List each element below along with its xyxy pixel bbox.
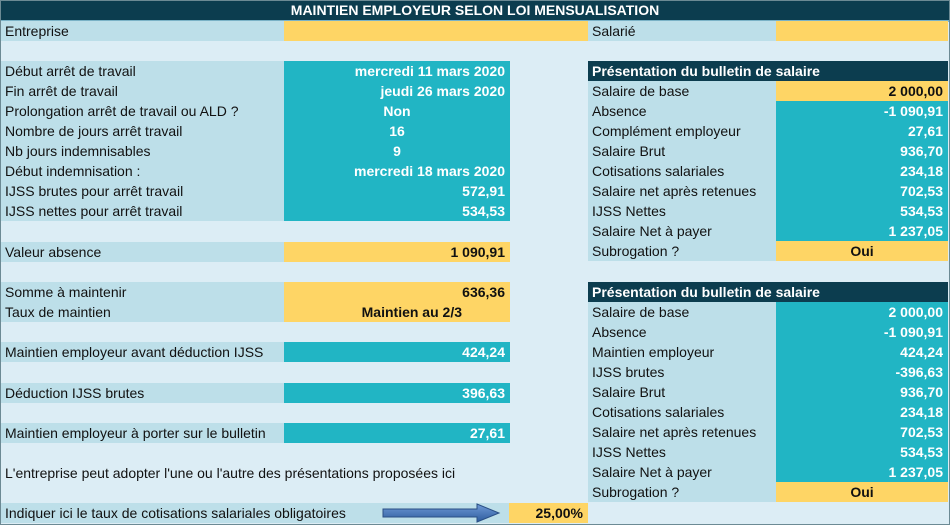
nb-indemnisables-value: 9 [284,141,510,161]
bulletin-row-value: 2 000,00 [776,302,948,322]
ijss-brutes-value: 572,91 [284,181,510,201]
maintien-avant-label: Maintien employeur avant déduction IJSS [1,342,284,362]
maintien-bulletin-value: 27,61 [284,423,510,443]
note-text: L'entreprise peut adopter l'une ou l'aut… [5,465,456,481]
bulletin-row-value: 534,53 [776,201,948,221]
prolongation-value[interactable]: Non [284,101,510,121]
bulletin-row-label: IJSS brutes [588,362,776,382]
bulletin-row-value: -1 090,91 [776,101,948,121]
ijss-nettes-value: 534,53 [284,201,510,221]
entreprise-input[interactable] [284,21,588,41]
bulletin-row-label: Salaire net après retenues [588,422,776,442]
bulletin-row-value: 534,53 [776,442,948,462]
taux-cotisations-value[interactable]: 25,00% [509,503,588,523]
bulletin-row-value: 936,70 [776,382,948,402]
prolongation-label: Prolongation arrêt de travail ou ALD ? [1,101,284,121]
debut-indemnisation-label: Début indemnisation : [1,161,284,181]
entreprise-label: Entreprise [1,21,284,41]
bulletin-row-value: 424,24 [776,342,948,362]
somme-maintenir-label: Somme à maintenir [1,282,284,302]
nb-indemnisables-label: Nb jours indemnisables [1,141,284,161]
bulletin-row-value: 936,70 [776,141,948,161]
bulletin-row-label: Cotisations salariales [588,161,776,181]
bulletin-row-label: Cotisations salariales [588,402,776,422]
bulletin-row-label: Salaire de base [588,302,776,322]
debut-arret-value[interactable]: mercredi 11 mars 2020 [284,61,510,81]
bulletin-row-label: Absence [588,322,776,342]
salarie-label: Salarié [588,21,776,41]
bulletin-row-value: 1 237,05 [776,221,948,241]
taux-maintien-value[interactable]: Maintien au 2/3 [284,302,510,322]
fin-arret-label: Fin arrêt de travail [1,81,284,101]
somme-maintenir-value: 636,36 [284,282,510,302]
bulletin-row-value: 702,53 [776,181,948,201]
bulletin-row-label: Salaire Brut [588,382,776,402]
bulletin-row-value: 1 237,05 [776,462,948,482]
bulletin-header: Présentation du bulletin de salaire [588,282,948,302]
ijss-brutes-label: IJSS brutes pour arrêt travail [1,181,284,201]
bulletin-row-value: 234,18 [776,161,948,181]
deduction-value: 396,63 [284,383,510,403]
sheet-title: MAINTIEN EMPLOYEUR SELON LOI MENSUALISAT… [1,1,949,22]
nb-jours-value: 16 [284,121,510,141]
bulletin-row-value: 27,61 [776,121,948,141]
nb-jours-label: Nombre de jours arrêt travail [1,121,284,141]
bulletin-row-label: Maintien employeur [588,342,776,362]
salarie-input[interactable] [776,21,948,41]
bulletin-row-value: -1 090,91 [776,322,948,342]
debut-arret-label: Début arrêt de travail [1,61,284,81]
bulletin-header: Présentation du bulletin de salaire [588,61,948,81]
valeur-absence-value: 1 090,91 [284,242,510,262]
bulletin-row-label: Salaire net après retenues [588,181,776,201]
bulletin-row-label: Salaire Net à payer [588,462,776,482]
right-arrow-icon [382,503,501,523]
maintien-avant-value: 424,24 [284,342,510,362]
bulletin-row-label: Complément employeur [588,121,776,141]
valeur-absence-label: Valeur absence [1,242,284,262]
bulletin-row-label: IJSS Nettes [588,442,776,462]
deduction-label: Déduction IJSS brutes [1,383,284,403]
bulletin-row-label: Absence [588,101,776,121]
fin-arret-value[interactable]: jeudi 26 mars 2020 [284,81,510,101]
bulletin-row-value: 2 000,00 [776,81,948,101]
ijss-nettes-label: IJSS nettes pour arrêt travail [1,201,284,221]
bulletin-row-value: 234,18 [776,402,948,422]
bulletin-row-label: IJSS Nettes [588,201,776,221]
bulletin-row-label: Salaire de base [588,81,776,101]
bulletin-row-value: 702,53 [776,422,948,442]
bulletin-row-value[interactable]: Oui [776,482,948,502]
maintien-bulletin-label: Maintien employeur à porter sur le bulle… [1,423,284,443]
bulletin-row-label: Subrogation ? [588,241,776,261]
taux-maintien-label: Taux de maintien [1,302,284,322]
bulletin-row-label: Salaire Net à payer [588,221,776,241]
bulletin-row-label: Subrogation ? [588,482,776,502]
bulletin-row-value[interactable]: Oui [776,241,948,261]
debut-indemnisation-value: mercredi 18 mars 2020 [284,161,510,181]
bulletin-row-value: -396,63 [776,362,948,382]
taux-cotisations-label: Indiquer ici le taux de cotisations sala… [1,503,509,523]
bulletin-row-label: Salaire Brut [588,141,776,161]
